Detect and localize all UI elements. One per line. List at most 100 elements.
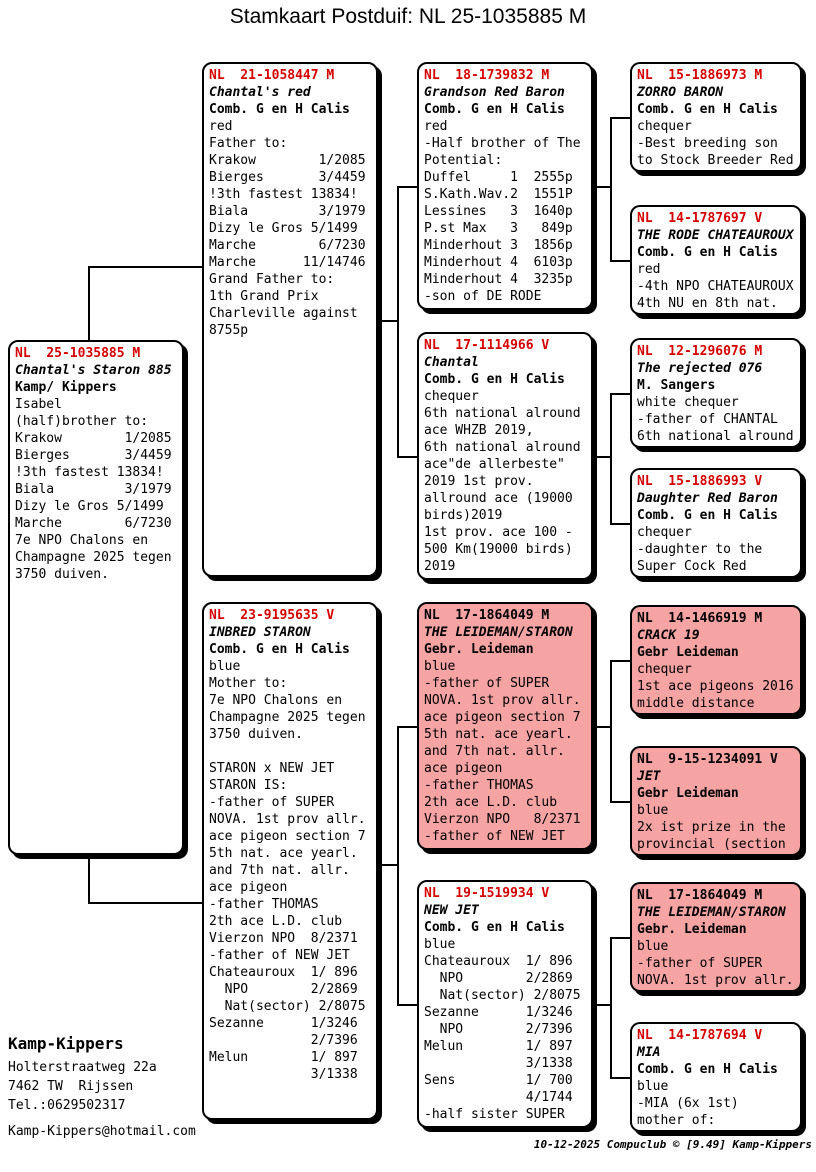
ring-number: NL 25-1035885 M [15,346,141,361]
connector-line [610,260,630,262]
connector-line [610,117,612,262]
pedigree-box-sire-dam-dam: NL 15-1886993 V Daughter Red Baron Comb.… [630,468,802,578]
page-title: Stamkaart Postduif: NL 25-1035885 M [229,5,587,28]
pedigree-box-dam-dam: NL 19-1519934 V NEW JET Comb. G en H Cal… [417,880,593,1128]
ring-number: NL 17-1114966 V [424,338,550,353]
pigeon-name: CRACK 19 [637,628,700,643]
pigeon-details: blue -father of SUPER NOVA. 1st prov all… [637,939,794,988]
ring-number: NL 19-1519934 V [424,886,550,901]
pigeon-name: Grandson Red Baron [424,85,565,100]
ring-number: NL 17-1864049 M [637,888,763,903]
owner-name: Comb. G en H Calis [637,102,778,117]
ring-number: NL 14-1466919 M [637,611,763,626]
pigeon-details: chequer 1st ace pigeons 2016 middle dist… [637,662,794,711]
connector-line [88,902,202,904]
ring-number: NL 9-15-1234091 V [637,752,778,767]
connector-line [397,456,417,458]
ring-number: NL 14-1787694 V [637,1028,763,1043]
owner-name: Comb. G en H Calis [424,372,565,387]
connector-line [610,660,630,662]
connector-line [610,393,612,525]
pigeon-name: INBRED STARON [209,625,311,640]
owner-name: Gebr Leideman [637,645,739,660]
connector-line [610,801,630,803]
pedigree-box-dam-sire-sire: NL 14-1466919 M CRACK 19 Gebr Leideman c… [630,605,802,715]
pigeon-details: blue Mother to: 7e NPO Chalons en Champa… [209,659,366,1082]
ring-number: NL 17-1864049 M [424,608,550,623]
owner-name: Comb. G en H Calis [424,920,565,935]
pigeon-name: THE LEIDEMAN/STARON [637,905,786,920]
owner-name: Gebr Leideman [637,786,739,801]
ring-number: NL 18-1739832 M [424,68,550,83]
ring-number: NL 15-1886973 M [637,68,763,83]
pigeon-details: chequer -daughter to the Super Cock Red [637,525,763,574]
connector-line [88,855,90,904]
pedigree-box-sire-dam-sire: NL 12-1296076 M The rejected 076 M. Sang… [630,338,802,448]
breeder-address: Holterstraatweg 22a 7462 TW Rijssen Tel.… [8,1060,157,1113]
connector-line [397,186,399,458]
pedigree-box-dam-sire-dam: NL 9-15-1234091 V JET Gebr Leideman blue… [630,746,802,856]
pigeon-name: THE RODE CHATEAUROUX [637,228,794,243]
connector-line [380,864,398,866]
pigeon-details: blue -MIA (6x 1st) mother of: [637,1079,739,1128]
owner-name: Gebr. Leideman [637,922,747,937]
pigeon-name: Chantal's Staron 885 [15,363,172,378]
pigeon-details: chequer 6th national alround ace WHZB 20… [424,389,581,574]
connector-line [610,1077,630,1079]
pigeon-name: Chantal's red [209,85,311,100]
connector-line [397,186,417,188]
pigeon-name: ZORRO BARON [637,85,724,100]
connector-line [610,660,612,803]
connector-line [397,1004,417,1006]
pigeon-details: chequer -Best breeding son to Stock Bree… [637,119,794,168]
pigeon-details: blue Chateauroux 1/ 896 NPO 2/2869 Nat(s… [424,937,581,1122]
connector-line [610,393,630,395]
ring-number: NL 12-1296076 M [637,344,763,359]
pedigree-box-sire-sire: NL 18-1739832 M Grandson Red Baron Comb.… [417,62,593,310]
ring-number: NL 21-1058447 M [209,68,335,83]
pigeon-name: NEW JET [424,903,479,918]
pigeon-name: JET [637,769,661,784]
pigeon-details: Isabel (half)brother to: Krakow 1/2085 B… [15,397,172,582]
pigeon-details: blue -father of SUPER NOVA. 1st prov all… [424,659,581,844]
ring-number: NL 14-1787697 V [637,211,763,226]
connector-line [88,266,202,268]
pedigree-box-sire-dam: NL 17-1114966 V Chantal Comb. G en H Cal… [417,332,593,580]
breeder-name: Kamp-Kippers [8,1034,124,1053]
owner-name: Gebr. Leideman [424,642,534,657]
print-info: 10-12-2025 Compuclub © [9.49] Kamp-Kippe… [533,1138,812,1151]
ring-number: NL 23-9195635 V [209,608,335,623]
ring-number: NL 15-1886993 V [637,474,763,489]
connector-line [380,320,398,322]
pigeon-details: red Father to: Krakow 1/2085 Bierges 3/4… [209,119,366,338]
owner-name: Kamp/ Kippers [15,380,117,395]
owner-name: Comb. G en H Calis [637,1062,778,1077]
pedigree-box-dam-dam-dam: NL 14-1787694 V MIA Comb. G en H Calis b… [630,1022,802,1132]
pedigree-box-dam: NL 23-9195635 V INBRED STARON Comb. G en… [202,602,378,1120]
pigeon-details: red -Half brother of The Potential: Duff… [424,119,581,304]
breeder-email: Kamp-Kippers@hotmail.com [8,1124,196,1139]
connector-line [610,937,612,1079]
owner-name: Comb. G en H Calis [424,102,565,117]
owner-name: Comb. G en H Calis [209,102,350,117]
connector-line [610,937,630,939]
pedigree-box-sire: NL 21-1058447 M Chantal's red Comb. G en… [202,62,378,577]
connector-line [397,726,417,728]
pigeon-name: Daughter Red Baron [637,491,778,506]
pigeon-details: blue 2x ist prize in the provincial (sec… [637,803,786,852]
connector-line [397,726,399,1006]
owner-name: Comb. G en H Calis [637,245,778,260]
pedigree-box-sire-sire-dam: NL 14-1787697 V THE RODE CHATEAUROUX Com… [630,205,802,315]
connector-line [595,1004,611,1006]
connector-line [595,186,611,188]
connector-line [610,523,630,525]
pigeon-name: THE LEIDEMAN/STARON [424,625,573,640]
connector-line [595,726,611,728]
pedigree-box-root: NL 25-1035885 M Chantal's Staron 885 Kam… [8,340,184,855]
pigeon-name: The rejected 076 [637,361,763,376]
owner-name: Comb. G en H Calis [637,508,778,523]
connector-line [610,117,630,119]
connector-line [595,456,611,458]
pigeon-name: MIA [637,1045,661,1060]
